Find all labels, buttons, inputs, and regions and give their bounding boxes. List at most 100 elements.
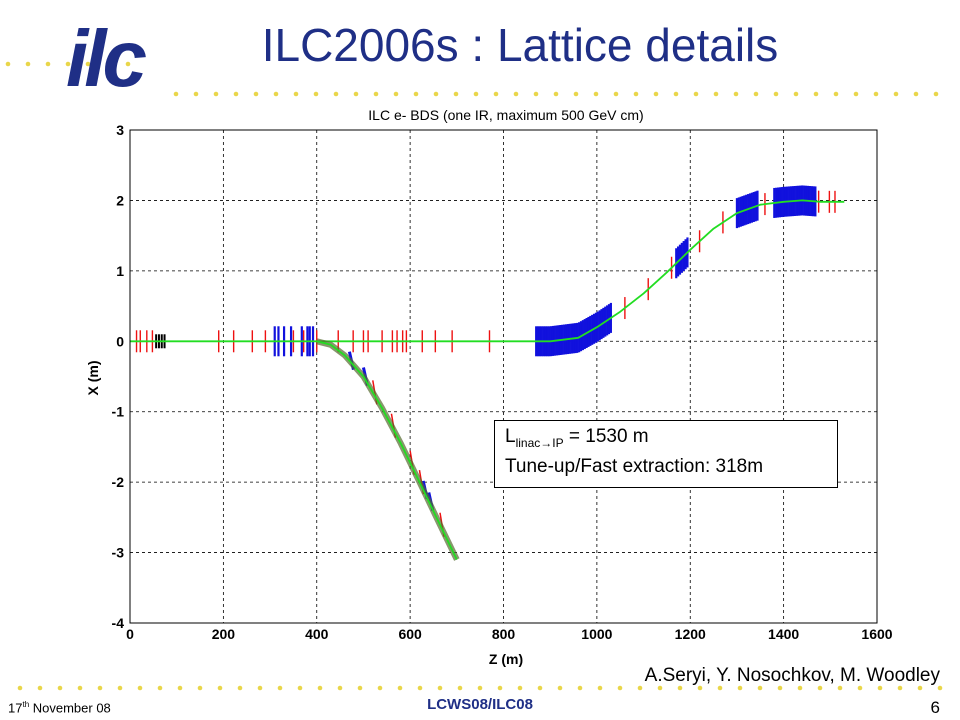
decor-dot <box>193 91 199 97</box>
decor-dot <box>413 91 419 97</box>
decor-dot <box>97 685 103 691</box>
decor-dot <box>233 91 239 97</box>
decor-dot <box>753 91 759 97</box>
decor-dot <box>653 91 659 97</box>
decor-dot <box>213 91 219 97</box>
decor-dot <box>713 91 719 97</box>
y-axis-label: X (m) <box>85 361 101 396</box>
date-suffix: th <box>22 700 30 709</box>
decor-dot <box>853 91 859 97</box>
decor-dot <box>353 91 359 97</box>
decor-dot <box>125 61 131 67</box>
decor-dot <box>517 685 523 691</box>
y-tick-label: -2 <box>112 474 125 490</box>
extraction-line: Tune-up/Fast extraction: 318m <box>505 455 764 477</box>
decor-dot <box>873 91 879 97</box>
x-tick-label: 600 <box>398 626 422 642</box>
decor-dot <box>297 685 303 691</box>
decor-dot <box>137 685 143 691</box>
decor-dot <box>473 91 479 97</box>
decor-dot <box>177 685 183 691</box>
decor-dot <box>453 91 459 97</box>
linac-length-symbol: L <box>505 426 516 447</box>
decor-dot <box>277 685 283 691</box>
decor-dot <box>197 685 203 691</box>
decor-dot <box>677 685 683 691</box>
beamline-series <box>130 199 845 561</box>
conference-name: LCWS08/ILC08 <box>427 696 533 713</box>
authors: A.Seryi, Y. Nosochkov, M. Woodley <box>644 665 940 686</box>
decor-dot <box>597 685 603 691</box>
decor-dot <box>417 685 423 691</box>
date-day: 17 <box>8 700 23 716</box>
y-tick-label: -4 <box>112 615 125 631</box>
decor-dot <box>313 91 319 97</box>
x-tick-label: 1000 <box>581 626 612 642</box>
x-axis-label: Z (m) <box>489 651 523 667</box>
decor-dot <box>333 91 339 97</box>
decor-dot <box>773 91 779 97</box>
decor-dot <box>257 685 263 691</box>
decor-dot <box>697 685 703 691</box>
decor-dot <box>833 91 839 97</box>
x-tick-label: 0 <box>126 626 134 642</box>
decor-dot <box>637 685 643 691</box>
decor-dot <box>917 685 923 691</box>
y-tick-label: 2 <box>116 192 124 208</box>
y-tick-label: 3 <box>116 122 124 138</box>
extraction-line-halo <box>316 338 460 561</box>
decor-dot <box>273 91 279 97</box>
slide-title: ILC2006s : Lattice details <box>261 19 779 71</box>
x-tick-label: 800 <box>492 626 516 642</box>
decor-dot <box>237 685 243 691</box>
decor-dot <box>553 91 559 97</box>
decor-dot <box>337 685 343 691</box>
decor-dot <box>657 685 663 691</box>
decor-dot <box>817 685 823 691</box>
ilc-logo-text: ilc <box>66 14 146 98</box>
decor-dot <box>117 685 123 691</box>
decor-dot <box>157 685 163 691</box>
decor-dot <box>45 61 51 67</box>
decor-dot <box>593 91 599 97</box>
lattice-chart: ILC e- BDS (one IR, maximum 500 GeV cm) … <box>85 107 893 667</box>
x-tick-label: 1400 <box>768 626 799 642</box>
decor-dot <box>357 685 363 691</box>
decor-dot <box>397 685 403 691</box>
y-tick-label: 1 <box>116 263 124 279</box>
decor-dot <box>913 91 919 97</box>
decor-dot <box>25 61 31 67</box>
decor-dot <box>857 685 863 691</box>
decor-dot <box>217 685 223 691</box>
y-tick-label: 0 <box>116 333 124 349</box>
page-number: 6 <box>930 698 940 717</box>
decor-dot <box>57 685 63 691</box>
x-tick-label: 200 <box>212 626 236 642</box>
decor-dot <box>837 685 843 691</box>
x-tick-label: 1600 <box>861 626 892 642</box>
plot-frame <box>129 129 878 624</box>
decor-dot <box>533 91 539 97</box>
decor-dot <box>317 685 323 691</box>
decor-dot <box>557 685 563 691</box>
decor-dot <box>797 685 803 691</box>
linac-length-line: Llinac→IP = 1530 m <box>505 425 837 455</box>
decor-dot <box>693 91 699 97</box>
decor-dot <box>377 685 383 691</box>
decor-dot <box>737 685 743 691</box>
decor-dot <box>673 91 679 97</box>
decor-dot <box>793 91 799 97</box>
decor-dot <box>897 685 903 691</box>
tick-labels: 0 200 400 600 800 1000 1200 1400 1600 3 2 1 0 -1 -2 -3 -… <box>112 122 893 642</box>
linac-length-subscript: linac→IP <box>515 435 564 450</box>
decor-dot <box>717 685 723 691</box>
decor-dot <box>373 91 379 97</box>
decor-dot <box>65 61 71 67</box>
decor-dot <box>757 685 763 691</box>
date-rest: November 08 <box>29 700 111 716</box>
decor-dot <box>577 685 583 691</box>
main-beamline <box>130 199 845 343</box>
decor-dot <box>813 91 819 97</box>
decorative-dot-row-bottom <box>17 685 943 691</box>
decor-dot <box>433 91 439 97</box>
